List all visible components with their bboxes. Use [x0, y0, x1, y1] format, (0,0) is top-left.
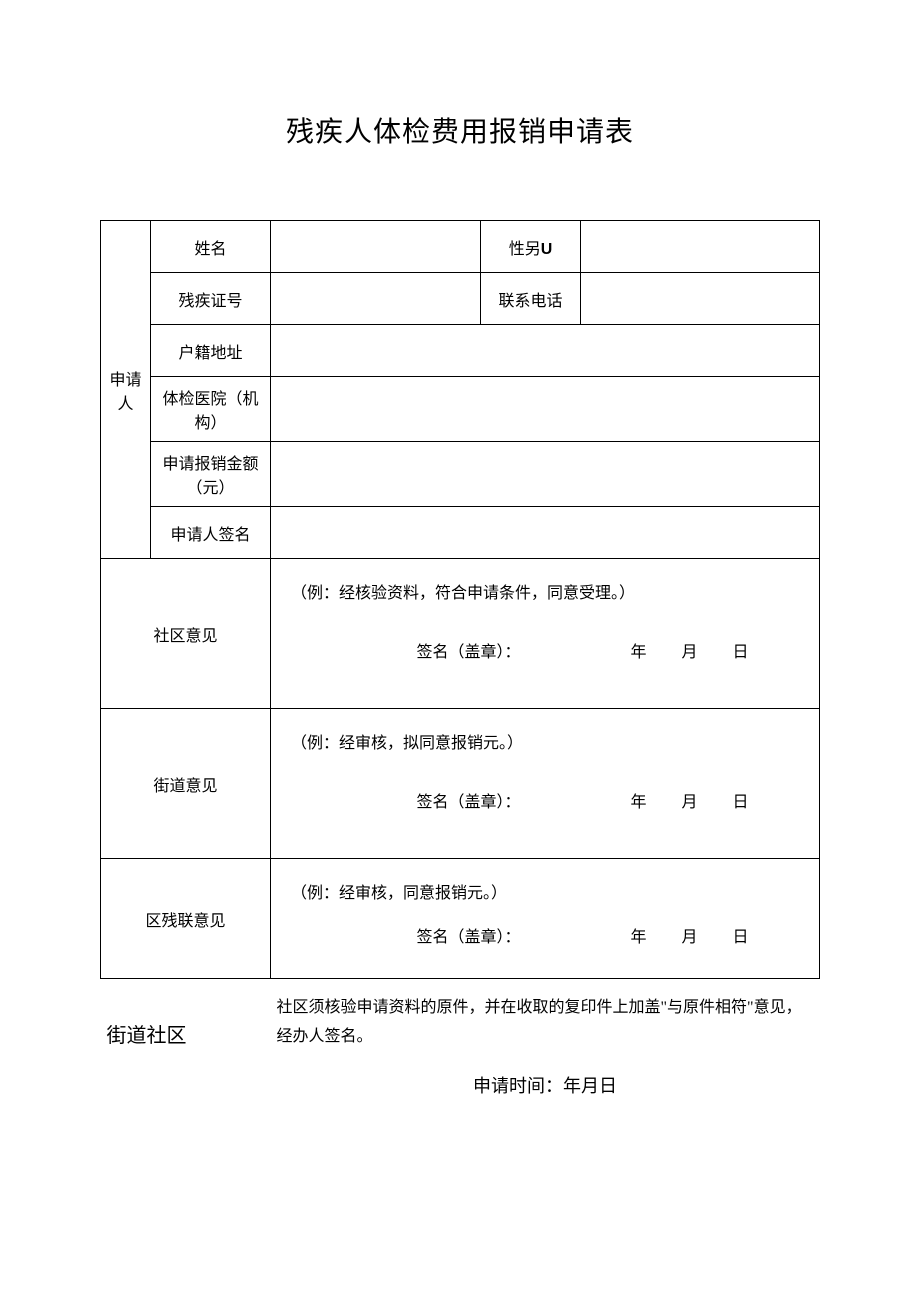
street-example-text: （例：经审核，拟同意报销元。）	[291, 729, 804, 753]
footer-content: 社区须核验申请资料的原件，并在收取的复印件上加盖"与原件相符"意见，经办人签名。…	[271, 979, 820, 1106]
community-opinion-label: 社区意见	[101, 559, 271, 709]
gender-value[interactable]	[581, 221, 820, 273]
phone-value[interactable]	[581, 273, 820, 325]
apply-time: 申请时间：年月日	[277, 1072, 814, 1098]
form-title: 残疾人体检费用报销申请表	[100, 110, 820, 150]
district-opinion-label: 区残联意见	[101, 859, 271, 979]
community-sign-line: 签名（盖章）：年月日	[291, 638, 804, 662]
phone-label: 联系电话	[481, 273, 581, 325]
name-label: 姓名	[151, 221, 271, 273]
hospital-label: 体检医院（机构）	[151, 377, 271, 442]
community-opinion-content[interactable]: （例：经核验资料，符合申请条件，同意受理。） 签名（盖章）：年月日	[271, 559, 820, 709]
street-opinion-content[interactable]: （例：经审核，拟同意报销元。） 签名（盖章）：年月日	[271, 709, 820, 859]
amount-label: 申请报销金额（元）	[151, 442, 271, 507]
name-value[interactable]	[271, 221, 481, 273]
district-sign-line: 签名（盖章）：年月日	[291, 923, 804, 947]
footer-label: 街道社区	[101, 979, 271, 1106]
hospital-value[interactable]	[271, 377, 820, 442]
amount-value[interactable]	[271, 442, 820, 507]
cert-no-label: 残疾证号	[151, 273, 271, 325]
application-form-table: 申请人 姓名 性另U 残疾证号 联系电话 户籍地址 体检医院（机构） 申请报销金…	[100, 220, 820, 1106]
district-opinion-content[interactable]: （例：经审核，同意报销元。） 签名（盖章）：年月日	[271, 859, 820, 979]
footer-note: 社区须核验申请资料的原件，并在收取的复印件上加盖"与原件相符"意见，经办人签名。	[277, 994, 814, 1052]
applicant-section-label: 申请人	[101, 221, 151, 559]
applicant-sign-value[interactable]	[271, 507, 820, 559]
applicant-sign-label: 申请人签名	[151, 507, 271, 559]
address-value[interactable]	[271, 325, 820, 377]
street-sign-line: 签名（盖章）：年月日	[291, 788, 804, 812]
community-example-text: （例：经核验资料，符合申请条件，同意受理。）	[291, 579, 804, 603]
cert-no-value[interactable]	[271, 273, 481, 325]
gender-label: 性另U	[481, 221, 581, 273]
district-example-text: （例：经审核，同意报销元。）	[291, 879, 804, 903]
street-opinion-label: 街道意见	[101, 709, 271, 859]
address-label: 户籍地址	[151, 325, 271, 377]
